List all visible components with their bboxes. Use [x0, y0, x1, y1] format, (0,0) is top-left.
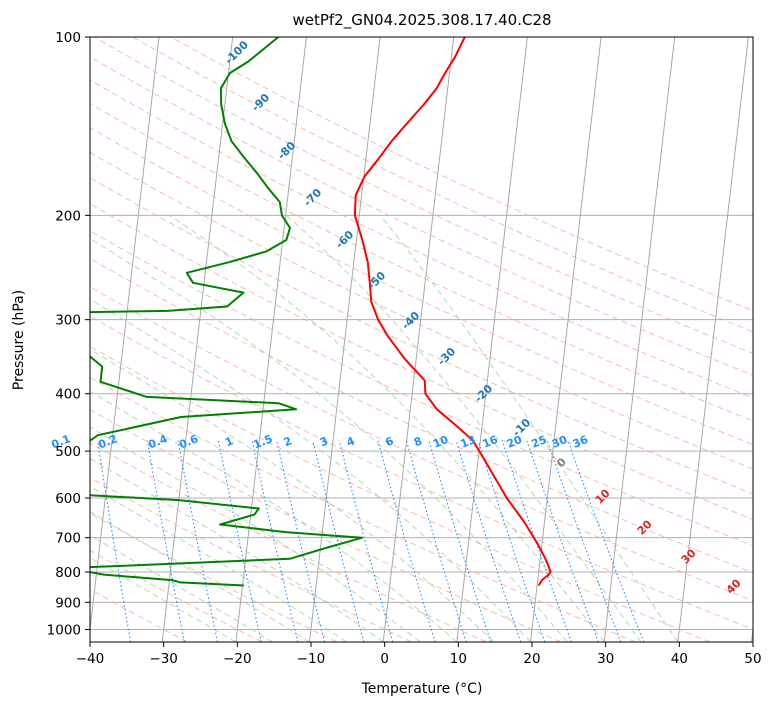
dry-adiabat-line — [90, 376, 636, 642]
mixing-ratio-line — [405, 440, 467, 642]
isotherm-line — [677, 37, 749, 642]
moist-adiabat-line — [90, 390, 458, 642]
mixing-ratio-label: 8 — [412, 434, 424, 449]
mixing-ratio-line — [312, 440, 365, 642]
dry-adiabat-line — [170, 37, 753, 312]
mixing-ratio-line — [177, 440, 219, 642]
isotherm-line — [90, 37, 160, 634]
temperature-profile-line — [353, 37, 552, 587]
isotherm-line — [309, 37, 381, 642]
y-tick-label: 800 — [55, 565, 81, 581]
dry-adiabat-line — [90, 442, 487, 642]
y-tick-label: 100 — [55, 30, 81, 46]
mixing-ratio-line — [146, 440, 185, 642]
dry-adiabat-line — [90, 549, 263, 642]
mixing-ratio-line — [526, 440, 599, 642]
moist-adiabat-line — [90, 237, 568, 642]
x-tick-label: −20 — [223, 651, 252, 667]
mixing-ratio-label: 36 — [571, 433, 590, 451]
mixing-ratio-label: 2 — [282, 434, 294, 449]
y-tick-label: 700 — [55, 531, 81, 547]
dry-adiabat-line — [90, 476, 412, 642]
x-tick-label: 10 — [450, 651, 467, 667]
mixing-ratio-label: 3 — [318, 434, 330, 449]
x-axis-label: Temperature (°C) — [361, 681, 483, 697]
mixing-ratio-line — [251, 440, 299, 642]
y-tick-label: 200 — [55, 208, 81, 224]
mixing-ratio-label: 1 — [223, 434, 235, 449]
dry-adiabat-line — [132, 37, 753, 333]
moist-adiabat-line — [379, 214, 679, 642]
isotherm-line — [161, 37, 234, 642]
moist-adiabat-line — [90, 557, 237, 642]
mixing-ratio-label: 13 — [459, 433, 478, 451]
moist-adiabat-line — [90, 298, 531, 642]
x-tick-label: −40 — [76, 651, 105, 667]
dewpoint-profile-line — [90, 37, 364, 587]
mixing-ratio-line — [217, 440, 262, 642]
moist-adiabat-line — [90, 511, 310, 642]
mixing-ratio-line — [546, 440, 622, 642]
y-tick-label: 1000 — [47, 622, 81, 638]
isotherm-line — [603, 37, 676, 642]
dry-adiabat-line — [90, 345, 711, 642]
x-tick-label: 20 — [523, 651, 540, 667]
moist-adiabat-line — [90, 426, 421, 642]
mixing-ratio-line — [276, 440, 326, 642]
isotherm-line — [235, 37, 307, 642]
mixing-ratio-label: 20 — [505, 433, 524, 451]
moist-adiabat-line — [90, 534, 273, 642]
x-tick-label: 0 — [380, 651, 389, 667]
moist-adiabat-line — [90, 348, 495, 642]
plot-frame — [89, 36, 754, 643]
dry-adiabat-line — [90, 257, 753, 574]
y-tick-label: 600 — [55, 491, 81, 507]
moist-adiabat-line — [90, 457, 384, 642]
dry-adiabat-line — [90, 151, 753, 470]
y-tick-label: 400 — [55, 387, 81, 403]
isotherm-line — [456, 37, 528, 642]
moist-adiabat-line — [286, 214, 642, 642]
chart-title: wetPf2_GN04.2025.308.17.40.C28 — [292, 11, 551, 30]
dry-adiabat-line — [90, 230, 753, 547]
mixing-ratio-label: 30 — [550, 433, 569, 451]
dry-adiabat-line — [90, 409, 562, 642]
mixing-ratio-label: 16 — [481, 433, 500, 451]
y-tick-label: 500 — [55, 444, 81, 460]
mixing-ratio-line — [377, 440, 436, 642]
mixing-ratio-label: 25 — [530, 433, 549, 451]
moist-adiabat-line — [169, 214, 605, 642]
mixing-ratio-line — [338, 440, 394, 642]
x-tick-label: 40 — [671, 651, 688, 667]
mixing-ratio-line — [97, 440, 132, 642]
dry-adiabat-line — [90, 79, 753, 399]
y-axis-label: Pressure (hPa) — [11, 290, 27, 390]
dry-adiabat-line — [90, 315, 753, 630]
dry-adiabat-line — [90, 512, 337, 642]
mixing-ratio-label: 10 — [431, 433, 450, 451]
dry-adiabat-line — [90, 56, 753, 376]
x-tick-label: 50 — [744, 651, 761, 667]
x-tick-label: −30 — [149, 651, 178, 667]
x-tick-label: 30 — [597, 651, 614, 667]
y-tick-label: 900 — [55, 595, 81, 611]
y-tick-label: 300 — [55, 313, 81, 329]
dry-adiabat-line — [90, 177, 753, 495]
isotherm-line — [382, 37, 455, 642]
mixing-ratio-line — [501, 440, 572, 642]
x-tick-label: −10 — [297, 651, 326, 667]
